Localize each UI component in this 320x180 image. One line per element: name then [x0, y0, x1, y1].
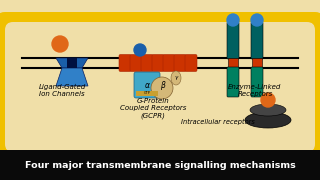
FancyBboxPatch shape: [163, 55, 175, 71]
Bar: [136, 91, 158, 96]
FancyBboxPatch shape: [0, 12, 320, 162]
Text: Intracellular receptors: Intracellular receptors: [181, 119, 255, 125]
Ellipse shape: [151, 77, 173, 99]
FancyBboxPatch shape: [227, 22, 239, 59]
Polygon shape: [56, 68, 88, 86]
Circle shape: [134, 44, 146, 56]
FancyBboxPatch shape: [185, 55, 197, 71]
Ellipse shape: [250, 104, 286, 116]
Text: Four major transmembrane signalling mechanisms: Four major transmembrane signalling mech…: [25, 161, 295, 170]
FancyBboxPatch shape: [134, 72, 160, 98]
Circle shape: [261, 93, 275, 107]
Text: α: α: [145, 80, 149, 89]
Ellipse shape: [245, 112, 291, 128]
Polygon shape: [67, 58, 77, 68]
Bar: [0, 150, 320, 180]
Text: γ: γ: [174, 75, 178, 80]
Polygon shape: [56, 58, 88, 68]
FancyBboxPatch shape: [5, 22, 315, 152]
Text: Enzyme-Linked
Receptors: Enzyme-Linked Receptors: [228, 84, 282, 97]
Bar: [252, 58, 262, 68]
FancyBboxPatch shape: [251, 67, 263, 97]
FancyBboxPatch shape: [174, 55, 186, 71]
FancyBboxPatch shape: [130, 55, 142, 71]
Circle shape: [251, 14, 263, 26]
FancyBboxPatch shape: [227, 67, 239, 97]
FancyBboxPatch shape: [152, 55, 164, 71]
Text: G-Protein
Coupled Receptors
(GCPR): G-Protein Coupled Receptors (GCPR): [120, 98, 186, 119]
Ellipse shape: [171, 71, 181, 85]
Text: Ligand-Gated
Ion Channels: Ligand-Gated Ion Channels: [38, 84, 86, 97]
FancyBboxPatch shape: [251, 22, 263, 59]
FancyBboxPatch shape: [141, 55, 153, 71]
Circle shape: [52, 36, 68, 52]
Text: β: β: [160, 82, 164, 91]
Bar: [228, 58, 238, 68]
Circle shape: [227, 14, 239, 26]
FancyBboxPatch shape: [119, 55, 131, 71]
Text: GTP: GTP: [144, 91, 150, 95]
